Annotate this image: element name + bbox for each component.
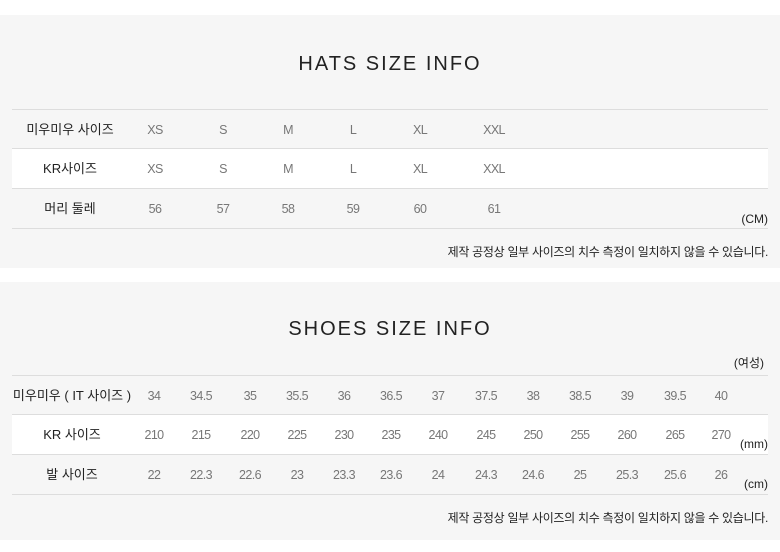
size-cell: 60: [413, 202, 427, 216]
size-cell: 37: [431, 389, 445, 403]
hats-section: HATS SIZE INFO 미우미우 사이즈 XS S M L XL XXL KR사이즈 XS…: [0, 15, 780, 268]
hats-unit: (CM): [741, 212, 768, 226]
size-cell: M: [283, 123, 293, 137]
size-cell: 225: [287, 428, 307, 442]
size-cell: 23.3: [333, 468, 356, 482]
size-cell: 24.3: [475, 468, 498, 482]
size-cell: 220: [240, 428, 260, 442]
size-cell: L: [349, 162, 357, 176]
size-cell: L: [349, 123, 357, 137]
row-label: 미우미우 ( IT 사이즈 ): [12, 388, 132, 403]
size-cell: 34.5: [190, 389, 213, 403]
size-cell: XXL: [483, 123, 505, 137]
shoes-note: 제작 공정상 일부 사이즈의 치수 측정이 일치하지 않을 수 있습니다.: [447, 511, 769, 525]
size-cell: XS: [147, 123, 163, 137]
size-cell: 38.5: [569, 389, 592, 403]
size-cell: S: [219, 123, 227, 137]
size-cell: 34: [147, 389, 161, 403]
row-unit: (cm): [744, 477, 768, 491]
size-cell: 23.6: [380, 468, 403, 482]
size-cell: 36.5: [380, 389, 403, 403]
size-cell: 245: [476, 428, 496, 442]
size-cell: 260: [617, 428, 637, 442]
row-label: 발 사이즈: [46, 467, 98, 482]
size-cell: M: [283, 162, 293, 176]
size-cell: 255: [570, 428, 590, 442]
row-label: 미우미우 사이즈: [26, 122, 114, 137]
row-label: 머리 둘레: [44, 201, 96, 216]
size-cell: 36: [337, 389, 351, 403]
hats-row: 미우미우 사이즈 XS S M L XL XXL: [12, 109, 768, 149]
size-cell: 59: [346, 202, 360, 216]
size-cell: XL: [412, 123, 428, 137]
size-cell: S: [219, 162, 227, 176]
size-cell: 39.5: [664, 389, 687, 403]
size-cell: 25.3: [616, 468, 639, 482]
size-cell: 37.5: [475, 389, 498, 403]
size-cell: 250: [523, 428, 543, 442]
row-label: KR 사이즈: [43, 427, 101, 442]
size-cell: 35.5: [286, 389, 309, 403]
hats-note: 제작 공정상 일부 사이즈의 치수 측정이 일치하지 않을 수 있습니다.: [447, 245, 769, 259]
hats-title: HATS SIZE INFO: [298, 53, 482, 75]
hats-row: 머리 둘레 56 57 58 59 60 61: [12, 189, 768, 229]
size-cell: 58: [281, 202, 295, 216]
size-cell: 270: [711, 428, 731, 442]
row-unit: (mm): [740, 437, 768, 451]
size-cell: 61: [487, 202, 501, 216]
size-cell: 35: [243, 389, 257, 403]
row-label: KR사이즈: [43, 161, 97, 176]
size-cell: 265: [665, 428, 685, 442]
size-cell: 22.3: [190, 468, 213, 482]
size-cell: 26: [714, 468, 728, 482]
size-cell: 215: [191, 428, 211, 442]
size-cell: 24: [431, 468, 445, 482]
shoes-row: 발 사이즈 22 22.3 22.6 23 23.3 23.6 24 24.3 24.6 25 25.…: [12, 455, 768, 495]
size-cell: 25: [573, 468, 587, 482]
size-cell: 230: [334, 428, 354, 442]
shoes-row: KR 사이즈 210 215 220 225 230 235 240 245 250 255 260 2…: [12, 415, 768, 455]
size-cell: 39: [620, 389, 634, 403]
shoes-gender: (여성): [733, 356, 764, 370]
size-cell: XXL: [483, 162, 505, 176]
size-cell: 240: [428, 428, 448, 442]
size-cell: 57: [216, 202, 230, 216]
size-cell: 22.6: [239, 468, 262, 482]
shoes-row: 미우미우 ( IT 사이즈 ) 34 34.5 35 35.5 36 36.5 37 37.5 3…: [12, 375, 768, 415]
size-cell: XL: [412, 162, 428, 176]
size-cell: 210: [144, 428, 164, 442]
size-cell: 25.6: [664, 468, 687, 482]
shoes-title: SHOES SIZE INFO: [288, 318, 492, 340]
size-cell: 22: [147, 468, 161, 482]
size-cell: 24.6: [522, 468, 545, 482]
size-cell: 56: [148, 202, 162, 216]
size-cell: 23: [290, 468, 304, 482]
size-cell: 40: [714, 389, 728, 403]
size-cell: XS: [147, 162, 163, 176]
size-cell: 235: [381, 428, 401, 442]
hats-row: KR사이즈 XS S M L XL XXL: [12, 149, 768, 189]
shoes-section: SHOES SIZE INFO (여성) 미우미우 ( IT 사이즈 ) 34 34…: [0, 282, 780, 540]
size-cell: 38: [526, 389, 540, 403]
